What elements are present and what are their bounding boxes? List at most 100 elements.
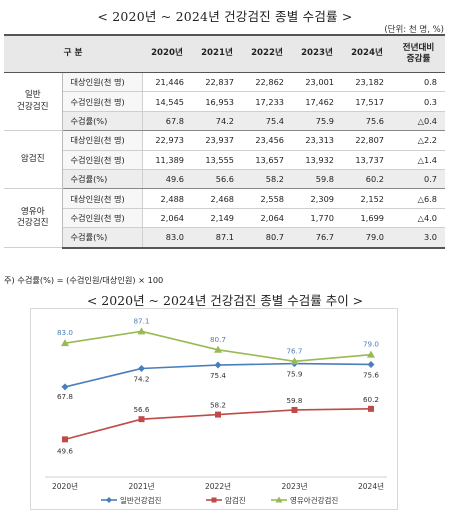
header-year: 2022년 — [242, 34, 292, 73]
legend-label: 일반건강검진 — [120, 495, 161, 505]
table-row: 수검률(%) 83.0 87.1 80.7 76.7 79.0 3.0 — [4, 227, 445, 249]
table-cell: 23,001 — [292, 72, 342, 93]
header-year: 2020년 — [142, 34, 192, 73]
data-label: 74.2 — [133, 375, 149, 384]
change-cell: 0.7 — [392, 169, 445, 190]
data-point — [214, 345, 222, 353]
x-tick-label: 2022년 — [205, 481, 231, 491]
row-label: 수검인원(천 명) — [62, 91, 143, 112]
table-cell: 11,389 — [142, 150, 192, 170]
table-cell: 2,152 — [342, 188, 392, 209]
data-point — [62, 436, 68, 443]
table-cell: 79.0 — [342, 227, 392, 249]
table-cell: 2,558 — [242, 188, 292, 209]
data-point — [61, 383, 69, 391]
table-cell: 80.7 — [242, 227, 292, 249]
table-cell: 13,737 — [342, 150, 392, 170]
table-cell: 17,233 — [242, 91, 292, 112]
data-point — [367, 350, 375, 358]
table-cell: 23,937 — [192, 130, 242, 151]
table-cell: 2,149 — [192, 208, 242, 229]
table-row: 암검진 대상인원(천 명) 22,973 23,937 23,456 23,313 22,8… — [4, 130, 445, 190]
table-cell: 59.8 — [292, 169, 342, 190]
data-label: 56.6 — [133, 405, 149, 414]
chart-title: < 2020년 ~ 2024년 건강검진 종별 수검률 추이 > — [86, 293, 364, 308]
data-label: 58.2 — [210, 401, 226, 410]
header-year: 2023년 — [292, 34, 342, 73]
table-cell: 75.4 — [242, 111, 292, 132]
table-cell: 75.6 — [342, 111, 392, 132]
table-cell: 56.6 — [192, 169, 242, 190]
table-cell: 17,462 — [292, 91, 342, 112]
row-label: 수검인원(천 명) — [62, 208, 143, 229]
legend-marker — [211, 497, 217, 503]
table-cell: 22,973 — [142, 130, 192, 151]
table-row: 수검인원(천 명) 2,064 2,149 2,064 1,770 1,699 △4.0 — [4, 208, 445, 229]
unit-label: (단위: 천 명, %) — [384, 25, 444, 35]
data-label: 75.4 — [210, 371, 226, 380]
table-cell: 16,953 — [192, 91, 242, 112]
data-label: 83.0 — [57, 328, 73, 337]
change-cell: 0.8 — [392, 72, 445, 93]
x-tick-label: 2021년 — [129, 481, 155, 491]
change-cell: △2.2 — [392, 130, 445, 151]
change-cell: △4.0 — [392, 208, 445, 229]
table-cell: 74.2 — [192, 111, 242, 132]
table-cell: 22,807 — [342, 130, 392, 151]
row-label: 수검률(%) — [62, 227, 143, 249]
table-cell: 23,182 — [342, 72, 392, 93]
table-cell: 14,545 — [142, 91, 192, 112]
data-label: 49.6 — [57, 446, 73, 455]
data-point — [368, 405, 374, 412]
table-cell: 67.8 — [142, 111, 192, 132]
data-label: 87.1 — [133, 316, 149, 325]
header-change: 전년대비 증감률 — [392, 34, 445, 73]
row-label: 수검률(%) — [62, 169, 143, 190]
data-label: 75.9 — [286, 370, 302, 379]
table-cell: 2,488 — [142, 188, 192, 209]
data-point — [137, 327, 146, 335]
table-row: 수검인원(천 명) 11,389 13,555 13,657 13,932 13,737 △… — [4, 150, 445, 170]
table-cell: 13,932 — [292, 150, 342, 170]
data-point — [214, 361, 222, 369]
header-year: 2021년 — [192, 34, 242, 73]
table-title: < 2020년 ~ 2024년 건강검진 종별 수검률 > — [97, 9, 353, 24]
header-category: 구 분 — [4, 34, 142, 73]
table-cell: 49.6 — [142, 169, 192, 190]
group-label: 암검진 — [4, 130, 63, 190]
table-cell: 13,555 — [192, 150, 242, 170]
change-cell: △1.4 — [392, 150, 445, 170]
table-cell: 23,313 — [292, 130, 342, 151]
table-cell: 83.0 — [142, 227, 192, 249]
x-tick-label: 2023년 — [282, 481, 308, 491]
line-chart: 2020년 2021년 2022년 2023년 2024년 67.8 74.2 75.4 75.… — [45, 316, 387, 505]
change-cell: △0.4 — [392, 111, 445, 132]
data-label: 80.7 — [210, 335, 226, 344]
table-cell: 2,468 — [192, 188, 242, 209]
data-label: 59.8 — [286, 396, 302, 405]
data-point — [138, 416, 145, 423]
table-cell: 22,862 — [242, 72, 292, 93]
data-label: 76.7 — [286, 346, 302, 355]
change-cell: 3.0 — [392, 227, 445, 249]
table-cell: 21,446 — [142, 72, 192, 93]
chart-frame: 2020년 2021년 2022년 2023년 2024년 67.8 74.2 75.4 75.… — [30, 308, 398, 510]
table-cell: 2,309 — [292, 188, 342, 209]
data-label: 60.2 — [363, 395, 379, 404]
data-label: 75.6 — [363, 370, 379, 379]
table-row: 일반 건강검진 대상인원(천 명) 21,446 22,837 22,862 23,001… — [4, 72, 445, 132]
change-cell: 0.3 — [392, 91, 445, 112]
table-header-row: 구 분 2020년 2021년 2022년 2023년 2024년 전년대비 증… — [4, 34, 445, 73]
table-row: 수검률(%) 67.8 74.2 75.4 75.9 75.6 △0.4 — [4, 111, 445, 132]
data-point — [367, 360, 375, 368]
row-label: 대상인원(천 명) — [62, 130, 143, 151]
table-cell: 23,456 — [242, 130, 292, 151]
x-tick-label: 2020년 — [52, 481, 78, 491]
table-cell: 58.2 — [242, 169, 292, 190]
group-label: 영유아 건강검진 — [4, 188, 63, 249]
x-tick-label: 2024년 — [358, 481, 384, 491]
row-label: 수검인원(천 명) — [62, 150, 143, 170]
legend-label: 영유아건강검진 — [290, 495, 338, 505]
table-cell: 22,837 — [192, 72, 242, 93]
data-point — [215, 411, 221, 418]
